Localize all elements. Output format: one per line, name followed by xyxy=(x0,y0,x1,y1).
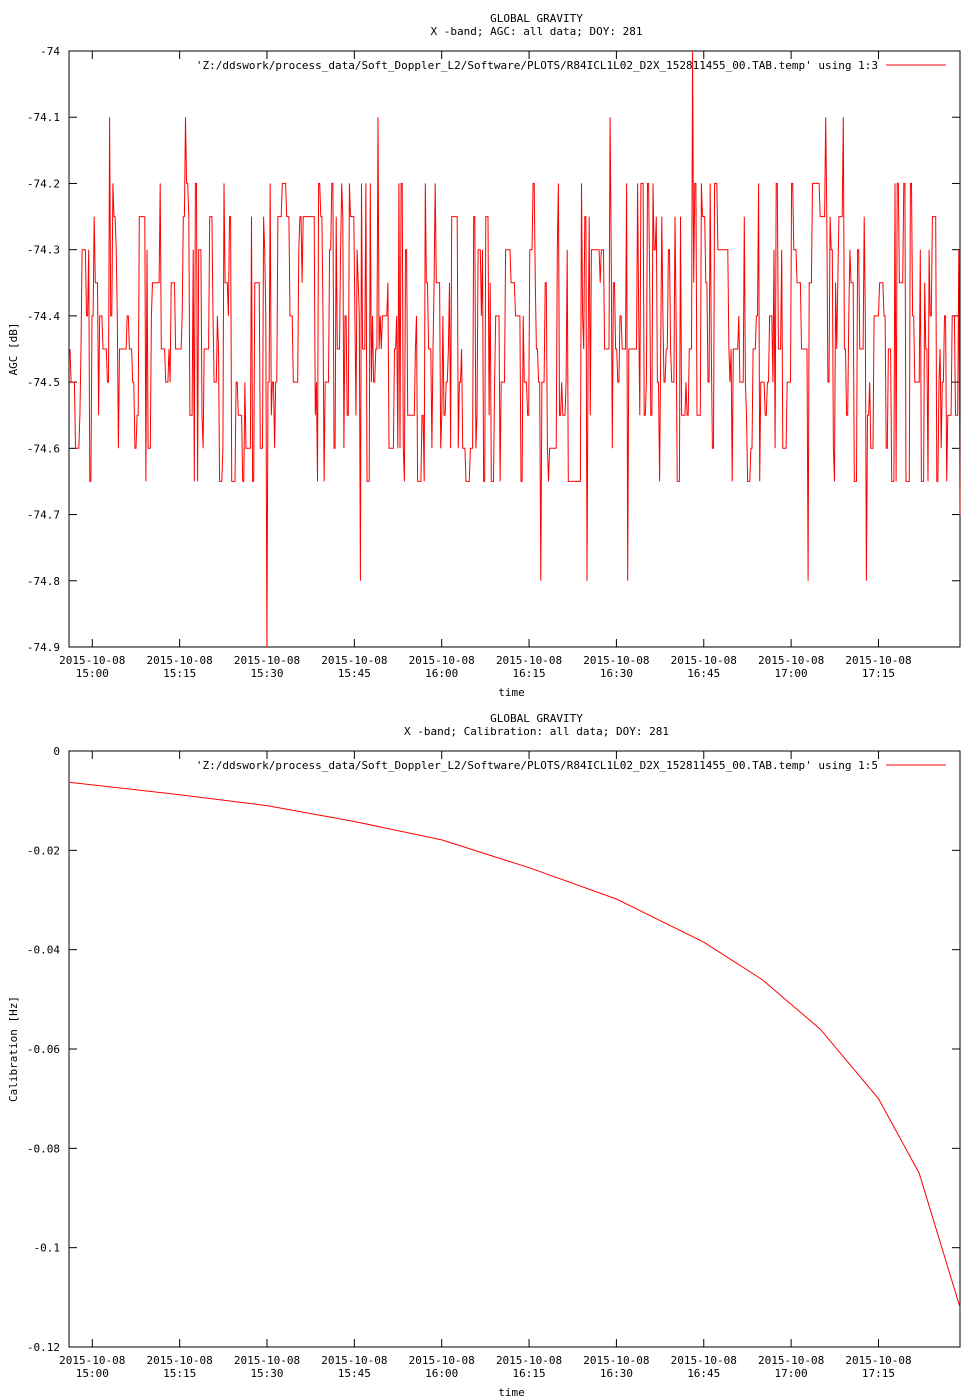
x-tick-date: 2015-10-08 xyxy=(59,1354,125,1367)
x-tick-time: 17:15 xyxy=(862,1367,895,1380)
y-tick-label: -74.3 xyxy=(27,244,60,257)
x-tick-date: 2015-10-08 xyxy=(671,654,737,667)
x-tick-time: 17:00 xyxy=(775,1367,808,1380)
x-tick-time: 15:00 xyxy=(76,667,109,680)
x-tick-time: 17:00 xyxy=(775,667,808,680)
x-tick-time: 16:00 xyxy=(425,1367,458,1380)
x-tick-date: 2015-10-08 xyxy=(409,654,475,667)
legend-label: 'Z:/ddswork/process_data/Soft_Doppler_L2… xyxy=(196,59,878,72)
x-tick-date: 2015-10-08 xyxy=(321,1354,387,1367)
x-tick-date: 2015-10-08 xyxy=(758,654,824,667)
x-tick-time: 16:15 xyxy=(512,667,545,680)
chart-subtitle: X -band; Calibration: all data; DOY: 281 xyxy=(404,725,669,738)
x-axis-label: time xyxy=(498,686,525,699)
y-tick-label: -74.5 xyxy=(27,376,60,389)
y-tick-label: -74.6 xyxy=(27,442,60,455)
x-tick-time: 16:30 xyxy=(600,667,633,680)
plot-frame xyxy=(68,750,961,1348)
x-tick-time: 16:30 xyxy=(600,1367,633,1380)
y-tick-label: -74.8 xyxy=(27,575,60,588)
y-tick-label: -74.2 xyxy=(27,177,60,190)
x-tick-date: 2015-10-08 xyxy=(147,1354,213,1367)
y-axis-label: Calibration [Hz] xyxy=(7,996,20,1102)
y-tick-label: -0.12 xyxy=(27,1341,60,1354)
x-tick-time: 15:30 xyxy=(250,667,283,680)
x-tick-time: 15:15 xyxy=(163,667,196,680)
x-tick-time: 15:45 xyxy=(338,667,371,680)
x-tick-time: 16:00 xyxy=(425,667,458,680)
x-tick-date: 2015-10-08 xyxy=(845,654,911,667)
chart-title: GLOBAL GRAVITY xyxy=(490,712,583,725)
y-axis-label: AGC [dB] xyxy=(7,323,20,376)
y-tick-label: -0.04 xyxy=(27,944,60,957)
y-tick-label: -74.1 xyxy=(27,111,60,124)
x-tick-time: 15:15 xyxy=(163,1367,196,1380)
y-tick-label: -74.4 xyxy=(27,310,60,323)
y-tick-label: -0.08 xyxy=(27,1142,60,1155)
y-tick-label: -0.1 xyxy=(34,1242,61,1255)
x-tick-time: 17:15 xyxy=(862,667,895,680)
y-tick-label: -74 xyxy=(40,45,60,58)
y-tick-label: 0 xyxy=(53,745,60,758)
x-axis-label: time xyxy=(498,1386,525,1399)
x-tick-date: 2015-10-08 xyxy=(845,1354,911,1367)
x-tick-time: 16:15 xyxy=(512,1367,545,1380)
x-tick-date: 2015-10-08 xyxy=(234,654,300,667)
x-tick-time: 15:30 xyxy=(250,1367,283,1380)
x-tick-time: 16:45 xyxy=(687,667,720,680)
x-tick-date: 2015-10-08 xyxy=(671,1354,737,1367)
x-tick-date: 2015-10-08 xyxy=(147,654,213,667)
x-tick-date: 2015-10-08 xyxy=(758,1354,824,1367)
x-tick-date: 2015-10-08 xyxy=(583,1354,649,1367)
x-tick-date: 2015-10-08 xyxy=(321,654,387,667)
series-line xyxy=(68,781,961,1308)
y-tick-label: -74.9 xyxy=(27,641,60,654)
chart-subtitle: X -band; AGC: all data; DOY: 281 xyxy=(431,25,643,38)
x-tick-date: 2015-10-08 xyxy=(496,1354,562,1367)
legend-label: 'Z:/ddswork/process_data/Soft_Doppler_L2… xyxy=(196,759,878,772)
series-line xyxy=(69,50,961,648)
x-tick-date: 2015-10-08 xyxy=(409,1354,475,1367)
y-tick-label: -0.06 xyxy=(27,1043,60,1056)
x-tick-date: 2015-10-08 xyxy=(583,654,649,667)
y-tick-label: -74.7 xyxy=(27,509,60,522)
x-tick-date: 2015-10-08 xyxy=(59,654,125,667)
x-tick-time: 16:45 xyxy=(687,1367,720,1380)
chart-title: GLOBAL GRAVITY xyxy=(490,12,583,25)
x-tick-date: 2015-10-08 xyxy=(234,1354,300,1367)
x-tick-date: 2015-10-08 xyxy=(496,654,562,667)
plot-frame xyxy=(68,50,961,648)
x-tick-time: 15:45 xyxy=(338,1367,371,1380)
x-tick-time: 15:00 xyxy=(76,1367,109,1380)
y-tick-label: -0.02 xyxy=(27,844,60,857)
